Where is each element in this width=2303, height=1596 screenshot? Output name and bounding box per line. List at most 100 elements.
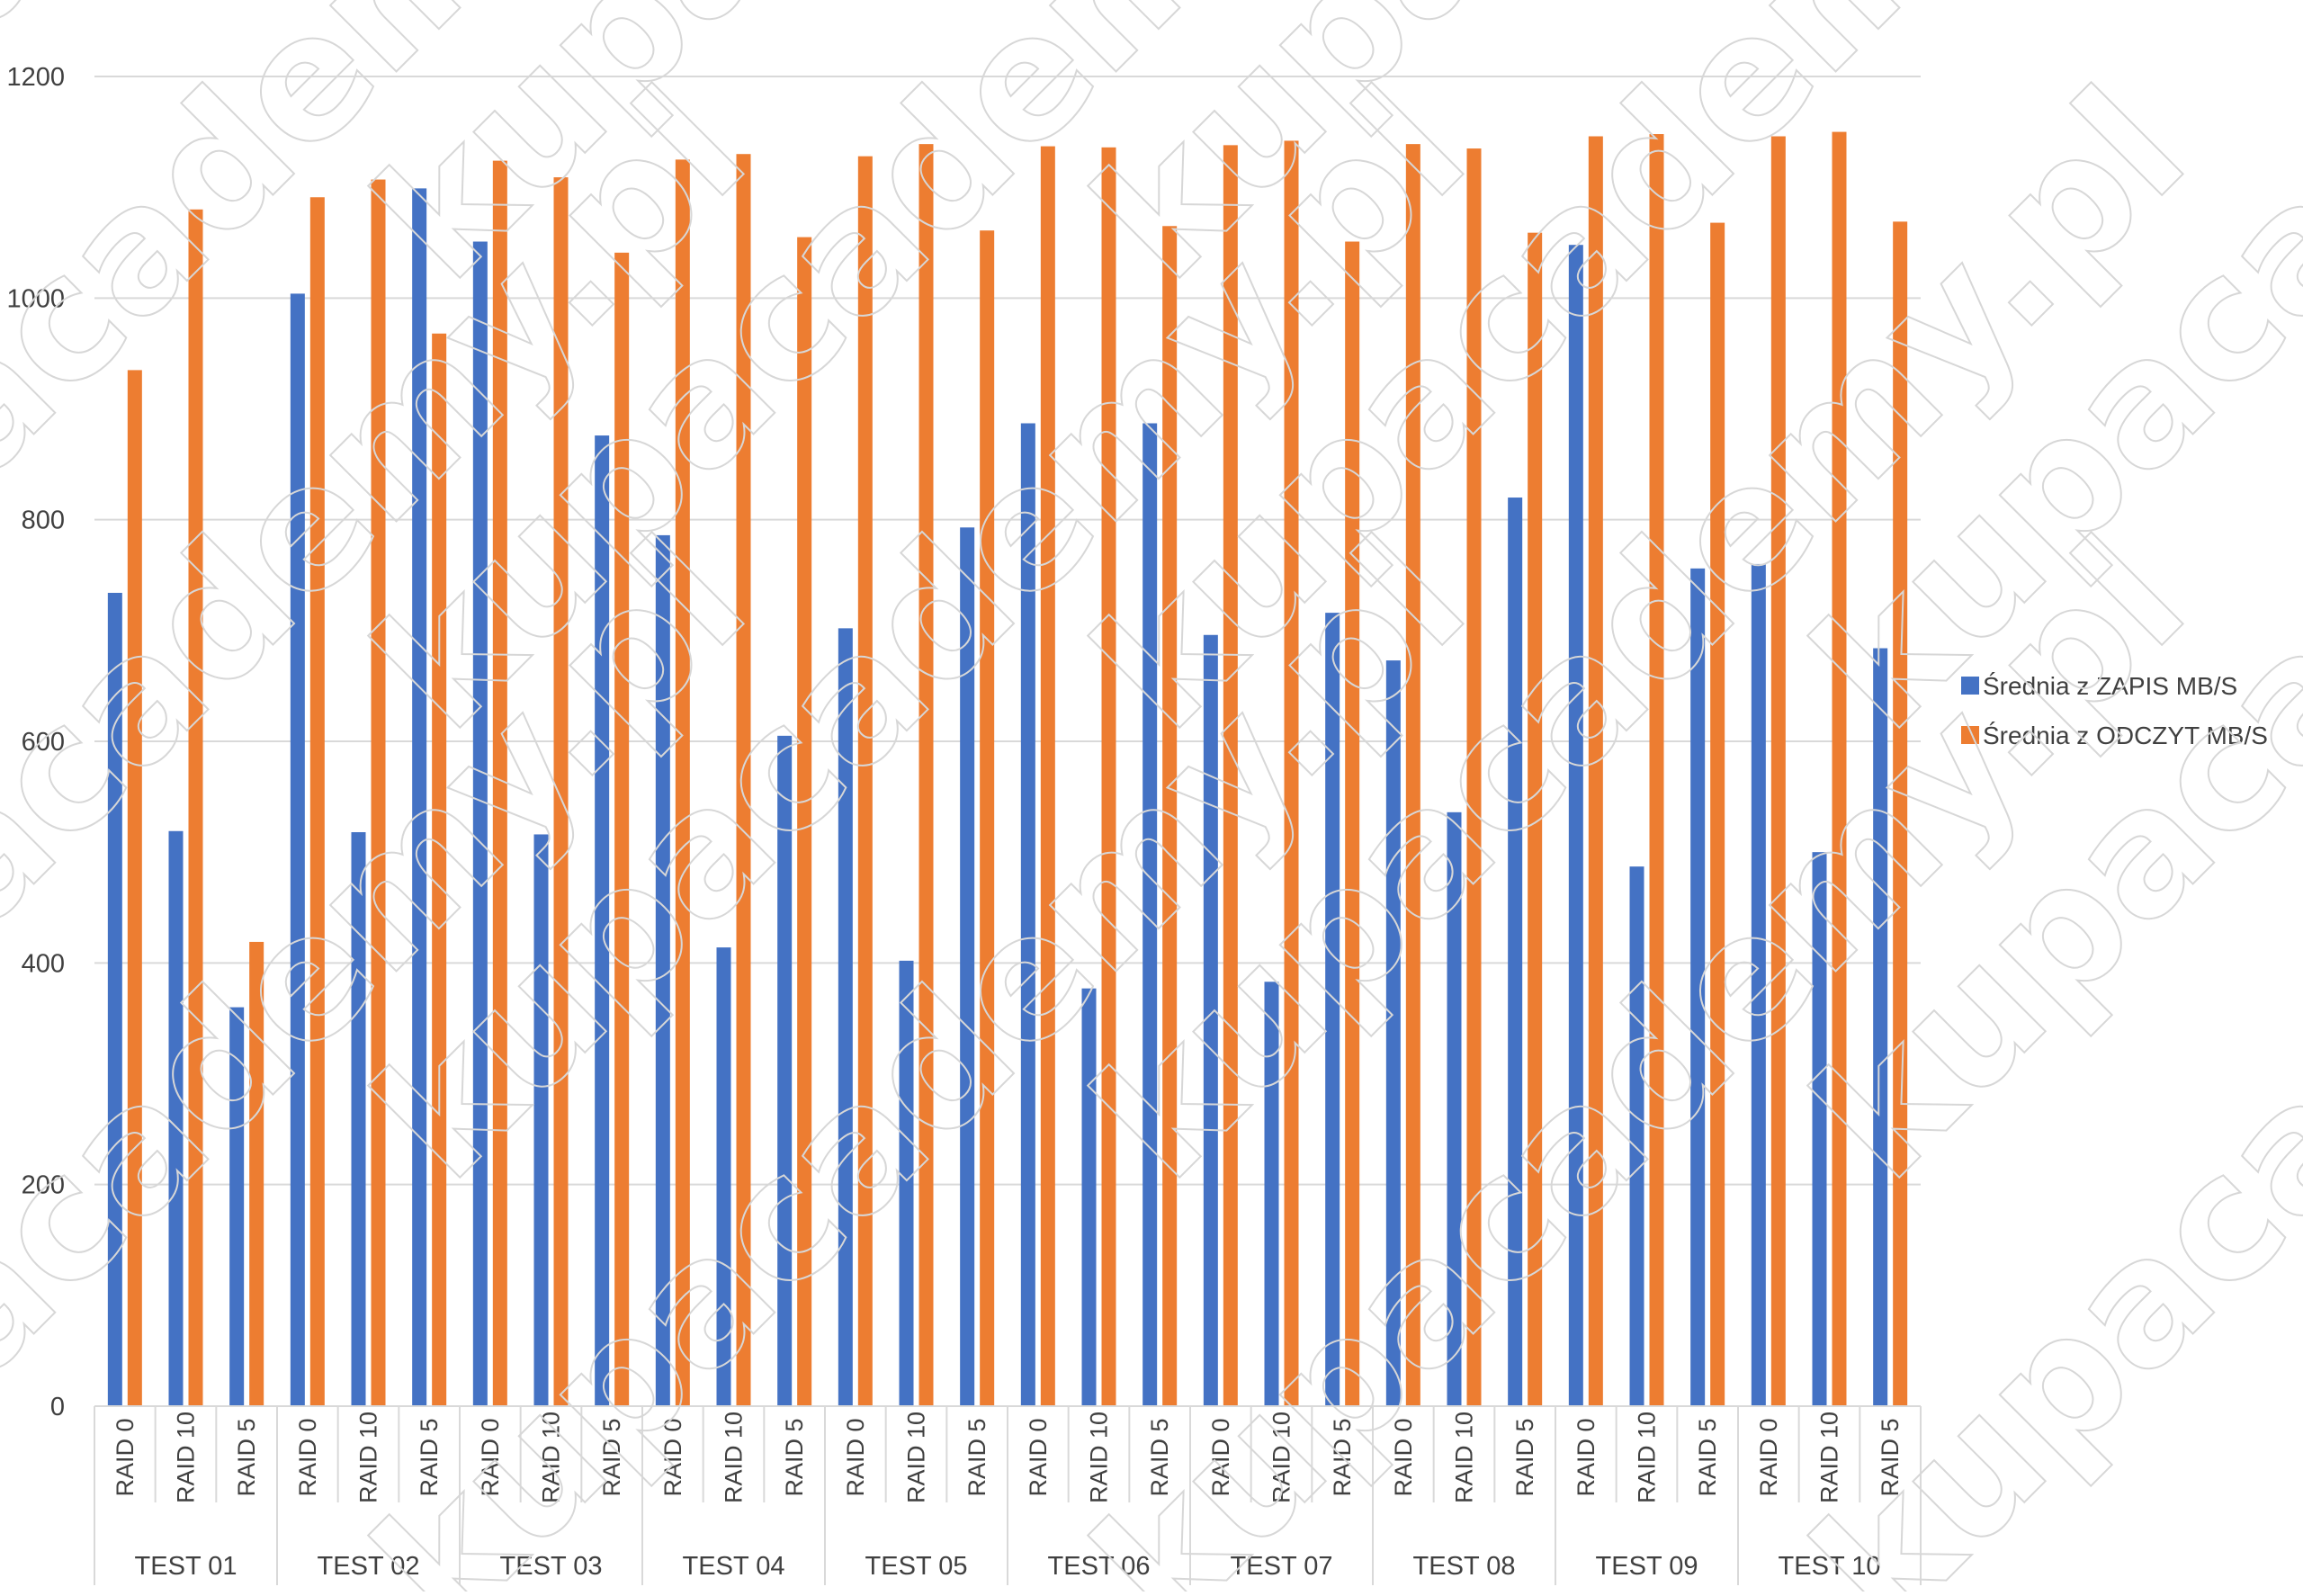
x-axis: RAID 0 RAID 10 RAID 5 RAID 0 RAID 10 RAID 5 RA… — [94, 1405, 1922, 1585]
bar-odczyt — [1162, 226, 1178, 1406]
legend-swatch-odczyt — [1961, 726, 1979, 744]
x-tick-label: RAID 0 — [1573, 1418, 1600, 1496]
x-tick-label: RAID 5 — [416, 1418, 443, 1496]
bar-zapis — [716, 947, 731, 1406]
bar-zapis — [533, 834, 549, 1406]
x-tick-label: RAID 5 — [598, 1418, 625, 1496]
bar-odczyt — [309, 197, 325, 1406]
bar-odczyt — [857, 156, 873, 1407]
y-tick-label: 600 — [22, 728, 65, 757]
bar-odczyt — [1770, 136, 1786, 1406]
group-label: TEST 08 — [1413, 1552, 1516, 1581]
x-tick-label: RAID 10 — [1816, 1412, 1843, 1503]
bar-zapis — [472, 241, 488, 1407]
bar-zapis — [1020, 423, 1035, 1406]
bar-zapis — [351, 831, 366, 1406]
x-tick-label: RAID 0 — [477, 1418, 504, 1496]
bar-odczyt — [797, 237, 812, 1406]
bar-odczyt — [1710, 222, 1725, 1407]
bar-odczyt — [1466, 148, 1482, 1406]
bar-odczyt — [1284, 140, 1299, 1407]
bar-odczyt — [736, 154, 751, 1406]
legend: Średnia z ZAPIS MB/S Średnia z ODCZYT MB/… — [1961, 671, 2268, 749]
x-tick-label: RAID 5 — [1329, 1418, 1356, 1496]
bar-zapis — [1690, 568, 1706, 1406]
x-tick-label: RAID 5 — [781, 1418, 808, 1496]
bar-odczyt — [614, 252, 630, 1407]
bar-odczyt — [1101, 147, 1116, 1406]
x-tick-label: RAID 5 — [1877, 1418, 1904, 1496]
legend-label-zapis: Średnia z ZAPIS MB/S — [1983, 671, 2237, 700]
bar-odczyt — [371, 179, 386, 1406]
y-tick-label: 400 — [22, 949, 65, 978]
bar-zapis — [229, 1007, 245, 1406]
bar-zapis — [1873, 648, 1888, 1406]
y-tick-label: 800 — [22, 507, 65, 535]
bar-odczyt — [1893, 221, 1908, 1406]
bar-odczyt — [188, 209, 203, 1406]
bar-odczyt — [675, 159, 690, 1406]
bar-zapis — [838, 628, 853, 1406]
bar-zapis — [107, 592, 122, 1406]
group-label: TEST 01 — [135, 1552, 237, 1581]
x-tick-label: RAID 0 — [294, 1418, 321, 1496]
bar-zapis — [1081, 988, 1097, 1406]
x-tick-label: RAID 0 — [1025, 1418, 1052, 1496]
group-label: TEST 03 — [500, 1552, 603, 1581]
bar-zapis — [777, 735, 793, 1406]
bar-odczyt — [1832, 131, 1847, 1406]
bars — [107, 131, 1908, 1407]
bar-odczyt — [919, 144, 934, 1406]
bar-odczyt — [249, 941, 264, 1406]
bar-zapis — [1264, 982, 1279, 1406]
bar-zapis — [1203, 634, 1218, 1406]
bar-odczyt — [432, 333, 447, 1406]
group-label: TEST 06 — [1048, 1552, 1151, 1581]
x-tick-label: RAID 0 — [1207, 1418, 1234, 1496]
x-tick-label: RAID 10 — [1086, 1412, 1113, 1503]
x-tick-label: RAID 5 — [1694, 1418, 1721, 1496]
group-label: TEST 04 — [683, 1552, 785, 1581]
bar-zapis — [595, 435, 610, 1406]
y-tick-label: 200 — [22, 1171, 65, 1200]
x-tick-label: RAID 10 — [903, 1412, 930, 1503]
y-tick-label: 1200 — [6, 63, 65, 92]
y-tick-label: 1000 — [6, 284, 65, 313]
bar-odczyt — [1528, 232, 1543, 1406]
bar-odczyt — [1040, 146, 1055, 1407]
bar-zapis — [1629, 866, 1644, 1406]
x-tick-label: RAID 5 — [1146, 1418, 1173, 1496]
x-tick-label: RAID 0 — [659, 1418, 686, 1496]
x-tick-label: RAID 10 — [1634, 1412, 1661, 1503]
x-tick-label: RAID 5 — [233, 1418, 260, 1496]
x-tick-label: RAID 10 — [721, 1412, 748, 1503]
x-tick-label: RAID 0 — [842, 1418, 869, 1496]
x-tick-label: RAID 10 — [1451, 1412, 1478, 1503]
y-tick-label: 0 — [50, 1393, 65, 1421]
group-label: TEST 05 — [865, 1552, 968, 1581]
group-label: TEST 10 — [1779, 1552, 1881, 1581]
x-tick-label: RAID 0 — [112, 1418, 139, 1496]
bar-zapis — [412, 188, 427, 1407]
x-tick-label: RAID 5 — [963, 1418, 990, 1496]
bar-zapis — [899, 960, 914, 1406]
group-label: TEST 02 — [318, 1552, 420, 1581]
bar-zapis — [1568, 245, 1583, 1406]
bar-zapis — [960, 527, 975, 1406]
bar-odczyt — [492, 160, 507, 1406]
x-tick-label: RAID 10 — [1268, 1412, 1295, 1503]
x-tick-label: RAID 0 — [1390, 1418, 1417, 1496]
bar-odczyt — [553, 177, 569, 1406]
bar-zapis — [1385, 660, 1401, 1406]
x-tick-label: RAID 5 — [1511, 1418, 1538, 1496]
gridlines — [94, 76, 1921, 1407]
bar-zapis — [1143, 423, 1158, 1406]
bar-zapis — [290, 293, 305, 1406]
x-tick-label: RAID 10 — [355, 1412, 382, 1503]
bar-odczyt — [1405, 144, 1420, 1406]
legend-label-odczyt: Średnia z ODCZYT MB/S — [1983, 721, 2268, 749]
bar-odczyt — [980, 230, 995, 1406]
bar-odczyt — [1223, 145, 1238, 1407]
bar-odczyt — [1588, 136, 1603, 1406]
